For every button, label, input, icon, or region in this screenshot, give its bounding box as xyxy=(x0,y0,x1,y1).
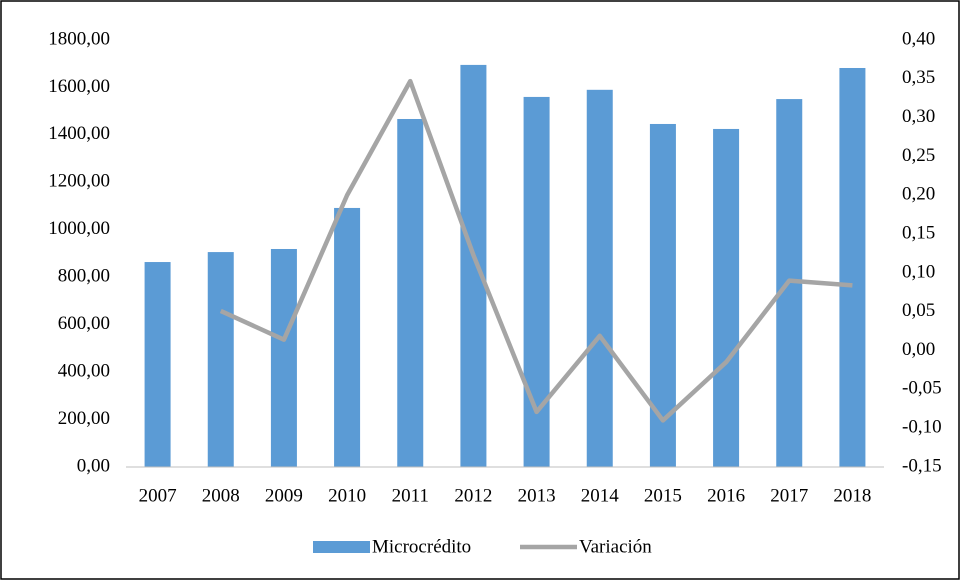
y2-tick-label: 0,40 xyxy=(902,28,935,49)
y-tick-label: 1400,00 xyxy=(48,123,110,144)
bar xyxy=(207,252,234,467)
y-tick-label: 400,00 xyxy=(58,360,110,381)
y-tick-label: 600,00 xyxy=(58,313,110,334)
bar xyxy=(397,118,424,468)
bar xyxy=(144,262,171,467)
y2-tick-label: 0,10 xyxy=(902,261,935,282)
legend-label: Variación xyxy=(579,536,652,557)
x-tick-label: 2011 xyxy=(392,485,429,506)
bar xyxy=(334,207,361,467)
x-tick-label: 2018 xyxy=(833,485,871,506)
y2-tick-label: -0,10 xyxy=(902,417,942,438)
y-tick-label: 1000,00 xyxy=(48,218,110,239)
x-tick-label: 2007 xyxy=(139,485,177,506)
x-tick-label: 2016 xyxy=(707,485,745,506)
y2-tick-label: 0,05 xyxy=(902,300,935,321)
y-tick-label: 1200,00 xyxy=(48,171,110,192)
y2-tick-label: 0,35 xyxy=(902,67,935,88)
y2-tick-label: -0,15 xyxy=(902,455,942,476)
x-tick-label: 2009 xyxy=(265,485,303,506)
bar xyxy=(713,128,740,468)
bar xyxy=(523,96,550,467)
y2-tick-label: 0,15 xyxy=(902,222,935,243)
bar xyxy=(649,123,676,467)
legend-label: Microcrédito xyxy=(372,536,471,557)
x-tick-label: 2013 xyxy=(518,485,556,506)
y2-tick-label: 0,30 xyxy=(902,106,935,127)
bar xyxy=(270,248,297,467)
x-tick-label: 2010 xyxy=(328,485,366,506)
bar xyxy=(839,67,866,468)
x-tick-label: 2017 xyxy=(770,485,808,506)
x-tick-label: 2015 xyxy=(644,485,682,506)
y-tick-label: 0,00 xyxy=(77,455,110,476)
bar xyxy=(460,64,487,468)
y2-tick-label: 0,00 xyxy=(902,339,935,360)
x-tick-label: 2012 xyxy=(454,485,492,506)
y-tick-label: 1600,00 xyxy=(48,76,110,97)
bar xyxy=(586,89,613,468)
line-series xyxy=(219,78,853,423)
y-tick-label: 1800,00 xyxy=(48,28,110,49)
x-tick-label: 2014 xyxy=(581,485,620,506)
legend-swatch xyxy=(313,541,370,553)
x-tick-label: 2008 xyxy=(202,485,240,506)
y-tick-label: 800,00 xyxy=(58,266,110,287)
y2-tick-label: -0,05 xyxy=(902,378,942,399)
y-tick-label: 200,00 xyxy=(58,408,110,429)
y2-tick-label: 0,20 xyxy=(902,184,935,205)
y2-tick-label: 0,25 xyxy=(902,145,935,166)
